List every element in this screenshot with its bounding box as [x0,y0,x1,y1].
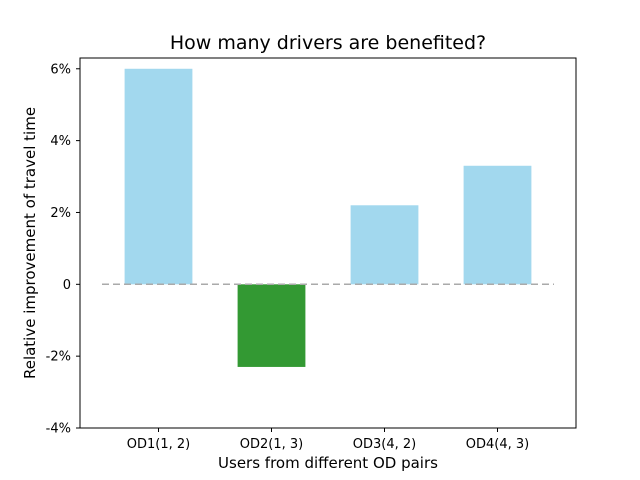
y-tick-label: 4% [50,134,71,149]
bar-2 [237,284,306,367]
y-tick-label: 6% [50,62,71,77]
bar-1 [124,68,193,285]
x-tick-label: OD4(4, 3) [466,437,529,452]
y-tick-label: -2% [46,350,71,365]
x-tick-label: OD3(4, 2) [353,437,416,452]
x-axis-ticks: OD1(1, 2) OD2(1, 3) OD3(4, 2) OD4(4, 3) [127,428,529,452]
y-axis-ticks: -4% -2% 0 2% 4% 6% [46,62,80,437]
y-tick-label: 0 [63,278,71,293]
bar-4 [463,165,532,285]
bar-3 [350,205,419,285]
bars-layer [124,68,532,367]
x-tick-label: OD1(1, 2) [127,437,190,452]
x-axis-label: Users from different OD pairs [218,454,438,472]
y-tick-label: -4% [46,422,71,437]
chart-title: How many drivers are benefited? [170,32,486,54]
y-axis-label: Relative improvement of travel time [21,107,39,379]
y-tick-label: 2% [50,206,71,221]
plot-area-frame [79,57,577,429]
x-tick-label: OD2(1, 3) [240,437,303,452]
